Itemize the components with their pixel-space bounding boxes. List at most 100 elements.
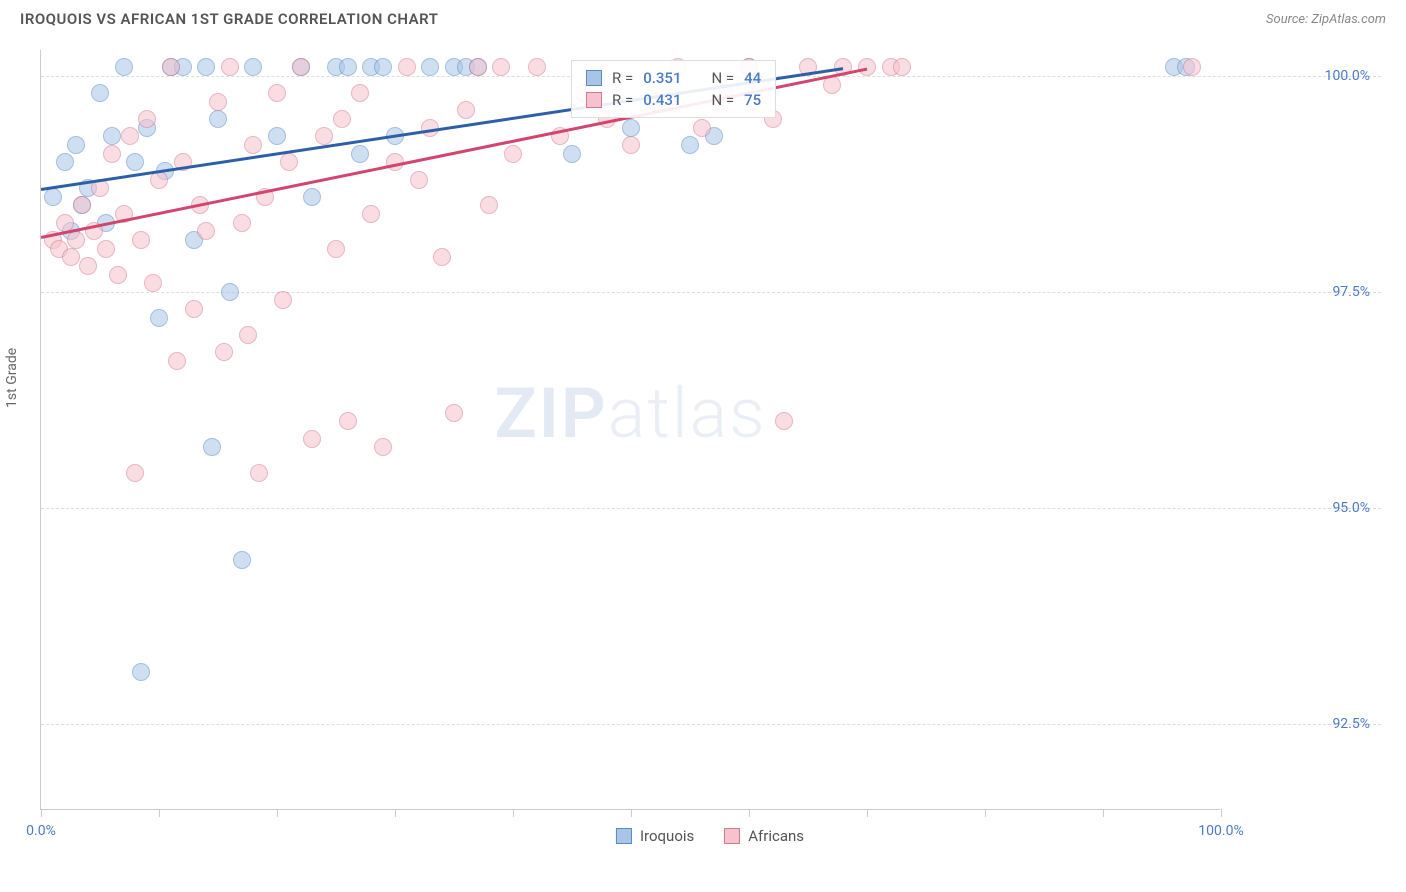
scatter-point xyxy=(410,171,428,189)
scatter-point xyxy=(292,58,310,76)
y-tick-label: 92.5% xyxy=(1230,716,1370,732)
x-tick xyxy=(1221,809,1222,817)
legend-label-iroquois: Iroquois xyxy=(640,827,694,845)
scatter-point xyxy=(268,127,286,145)
x-tick-label: 0.0% xyxy=(26,823,56,839)
scatter-point xyxy=(162,58,180,76)
scatter-point xyxy=(239,326,257,344)
y-tick-label: 97.5% xyxy=(1230,284,1370,300)
scatter-point xyxy=(858,58,876,76)
scatter-point xyxy=(126,153,144,171)
scatter-point xyxy=(622,136,640,154)
legend-label-africans: Africans xyxy=(748,827,804,845)
scatter-point xyxy=(197,58,215,76)
scatter-point xyxy=(1183,58,1201,76)
scatter-point xyxy=(79,257,97,275)
scatter-point xyxy=(775,412,793,430)
stat-n-label: N = xyxy=(711,91,734,109)
watermark: ZIPatlas xyxy=(494,373,766,455)
x-tick xyxy=(513,809,514,817)
scatter-point xyxy=(197,222,215,240)
stats-box: R =0.351N =44 R = 0.431 N = 75 xyxy=(571,60,776,118)
scatter-point xyxy=(374,438,392,456)
stats-row: R =0.351N =44 xyxy=(586,67,761,89)
scatter-point xyxy=(469,58,487,76)
gridline xyxy=(41,292,1381,293)
scatter-point xyxy=(115,58,133,76)
y-tick-label: 95.0% xyxy=(1230,500,1370,516)
x-tick xyxy=(749,809,750,817)
legend: Iroquois Africans xyxy=(616,827,804,845)
scatter-point xyxy=(303,188,321,206)
stats-swatch xyxy=(586,70,602,86)
scatter-point xyxy=(91,84,109,102)
scatter-point xyxy=(203,438,221,456)
stat-r-value: 0.431 xyxy=(643,91,681,109)
scatter-point xyxy=(315,127,333,145)
legend-item-africans: Africans xyxy=(724,827,804,845)
scatter-point xyxy=(126,464,144,482)
scatter-point xyxy=(563,145,581,163)
y-tick-label: 100.0% xyxy=(1230,68,1370,84)
x-tick xyxy=(277,809,278,817)
scatter-point xyxy=(339,58,357,76)
scatter-point xyxy=(244,136,262,154)
x-tick-label: 100.0% xyxy=(1198,823,1243,839)
plot-area: ZIPatlas 92.5%95.0%97.5%100.0%0.0%100.0%… xyxy=(40,50,1220,810)
scatter-point xyxy=(132,663,150,681)
scatter-point xyxy=(56,153,74,171)
scatter-point xyxy=(73,196,91,214)
scatter-point xyxy=(250,464,268,482)
scatter-point xyxy=(280,153,298,171)
scatter-point xyxy=(97,240,115,258)
stat-r-value: 0.351 xyxy=(643,69,681,87)
x-tick xyxy=(395,809,396,817)
chart-container: 1st Grade ZIPatlas 92.5%95.0%97.5%100.0%… xyxy=(40,50,1380,810)
chart-source: Source: ZipAtlas.com xyxy=(1266,12,1386,27)
x-tick xyxy=(1103,809,1104,817)
x-tick xyxy=(631,809,632,817)
x-tick xyxy=(41,809,42,817)
scatter-point xyxy=(433,248,451,266)
scatter-point xyxy=(109,266,127,284)
scatter-point xyxy=(327,240,345,258)
stat-r-label: R = xyxy=(612,91,633,109)
stats-row: R = 0.431 N = 75 xyxy=(586,89,761,111)
y-axis-label: 1st Grade xyxy=(4,348,20,408)
scatter-point xyxy=(303,430,321,448)
scatter-point xyxy=(893,58,911,76)
stats-swatch xyxy=(586,92,602,108)
scatter-point xyxy=(457,101,475,119)
gridline xyxy=(41,508,1381,509)
scatter-point xyxy=(209,110,227,128)
chart-header: IROQUOIS VS AFRICAN 1ST GRADE CORRELATIO… xyxy=(0,0,1406,33)
scatter-point xyxy=(339,412,357,430)
scatter-point xyxy=(268,84,286,102)
scatter-point xyxy=(421,58,439,76)
stat-n-value: 44 xyxy=(744,69,761,87)
scatter-point xyxy=(244,58,262,76)
stat-n-value: 75 xyxy=(744,91,761,109)
scatter-point xyxy=(504,145,522,163)
scatter-point xyxy=(67,136,85,154)
scatter-point xyxy=(333,110,351,128)
scatter-point xyxy=(445,404,463,422)
scatter-point xyxy=(138,110,156,128)
legend-swatch-iroquois xyxy=(616,828,632,844)
legend-item-iroquois: Iroquois xyxy=(616,827,694,845)
scatter-point xyxy=(274,291,292,309)
scatter-point xyxy=(398,58,416,76)
chart-title: IROQUOIS VS AFRICAN 1ST GRADE CORRELATIO… xyxy=(20,10,438,28)
scatter-point xyxy=(492,58,510,76)
scatter-point xyxy=(209,93,227,111)
scatter-point xyxy=(44,188,62,206)
scatter-point xyxy=(150,309,168,327)
scatter-point xyxy=(233,551,251,569)
scatter-point xyxy=(351,145,369,163)
scatter-point xyxy=(528,58,546,76)
scatter-point xyxy=(362,205,380,223)
scatter-point xyxy=(103,127,121,145)
scatter-point xyxy=(622,119,640,137)
gridline xyxy=(41,724,1381,725)
scatter-point xyxy=(221,283,239,301)
